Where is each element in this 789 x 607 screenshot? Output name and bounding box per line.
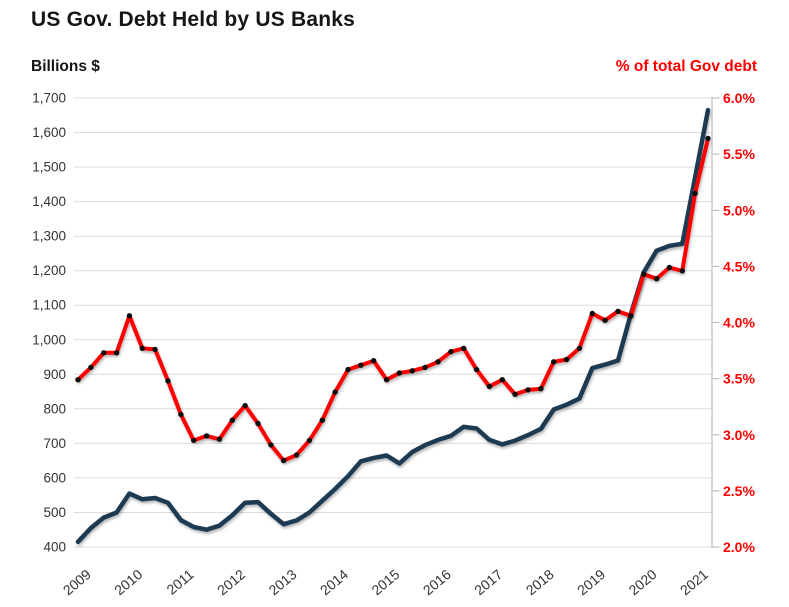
x-axis-year-label: 2011: [163, 566, 197, 598]
data-point-marker: [563, 356, 570, 363]
data-point-marker: [692, 190, 698, 197]
x-axis-year-label: 2012: [214, 566, 248, 598]
x-axis-year-label: 2009: [60, 566, 94, 598]
x-axis-year-label: 2010: [111, 566, 145, 598]
data-point-marker: [281, 457, 287, 464]
x-axis-year-label: 2020: [625, 566, 659, 598]
data-point-marker: [641, 271, 647, 277]
data-point-marker: [666, 264, 673, 271]
data-point-marker: [551, 359, 557, 365]
data-point-marker: [319, 417, 325, 423]
right-axis-tick-label: 3.0%: [723, 427, 755, 443]
data-point-marker: [242, 402, 248, 409]
right-axis-line: [711, 97, 720, 548]
data-point-marker: [358, 362, 364, 368]
right-axis-tick-label: 2.0%: [723, 539, 755, 555]
data-point-marker: [113, 350, 120, 356]
data-point-marker: [345, 366, 351, 373]
data-point-marker: [576, 345, 583, 351]
data-point-marker: [422, 364, 428, 371]
left-axis-tick-label: 1,300: [32, 229, 66, 244]
series-percent-of-debt-markers: [75, 135, 711, 464]
data-point-marker: [499, 377, 505, 383]
left-axis-tick-label: 400: [43, 540, 66, 555]
left-axis-tick-label: 1,400: [32, 194, 66, 209]
data-point-marker: [152, 346, 158, 353]
left-axis-tick-label: 1,000: [32, 332, 66, 347]
right-axis-tick-label: 5.0%: [723, 202, 755, 218]
left-axis-tick-label: 700: [43, 436, 66, 451]
data-point-marker: [306, 437, 313, 444]
left-axis-tick-label: 1,100: [32, 298, 66, 313]
chart-title: US Gov. Debt Held by US Banks: [31, 8, 355, 31]
data-point-marker: [628, 313, 634, 319]
data-point-marker: [191, 437, 197, 444]
data-point-marker: [473, 366, 480, 373]
gridlines: [74, 97, 712, 548]
data-point-marker: [126, 313, 133, 319]
left-axis-tick-label: 1,700: [32, 91, 66, 106]
right-axis-tick-label: 4.0%: [723, 315, 755, 331]
left-axis-tick-labels: 1,700 1,600 1,500 1,400 1,300 1,200 1,100 1,000…: [32, 91, 66, 555]
right-axis-tick-label: 5.5%: [723, 146, 755, 162]
x-axis-year-label: 2019: [574, 566, 608, 598]
data-point-marker: [679, 268, 685, 274]
data-point-marker: [101, 350, 107, 356]
x-axis-year-label: 2014: [317, 566, 351, 598]
x-axis-year-labels: 2009 2010 2011 2012 2013 2014 2015 2016 2017 2018…: [60, 566, 711, 598]
left-axis-tick-label: 1,200: [32, 263, 66, 278]
right-axis-tick-label: 2.5%: [723, 483, 755, 499]
data-point-marker: [512, 391, 518, 397]
data-point-marker: [203, 433, 210, 439]
data-point-marker: [461, 345, 467, 351]
data-point-marker: [293, 452, 300, 458]
left-axis-title: Billions $: [31, 58, 100, 75]
right-axis-tick-label: 4.5%: [723, 258, 755, 274]
data-point-marker: [383, 377, 390, 383]
data-point-marker: [435, 359, 441, 365]
data-point-marker: [178, 411, 184, 418]
data-point-marker: [589, 310, 595, 317]
x-axis-year-label: 2015: [368, 566, 402, 598]
data-point-marker: [371, 358, 377, 364]
data-point-marker: [332, 389, 338, 395]
x-axis-year-label: 2013: [265, 566, 299, 598]
data-point-marker: [165, 378, 171, 384]
data-point-marker: [396, 370, 403, 376]
series-bank-holdings-line: [75, 107, 711, 545]
x-axis-year-label: 2021: [677, 566, 711, 598]
data-point-marker: [538, 386, 544, 392]
data-point-marker: [139, 345, 145, 351]
left-axis-tick-label: 1,600: [32, 125, 66, 140]
x-axis-year-label: 2016: [420, 566, 454, 598]
x-axis-year-label: 2017: [471, 566, 505, 598]
data-point-marker: [268, 442, 274, 448]
data-point-marker: [409, 368, 415, 374]
data-point-marker: [486, 383, 493, 390]
data-point-marker: [525, 387, 531, 393]
x-axis-year-label: 2018: [523, 566, 557, 598]
data-point-marker: [653, 276, 660, 282]
right-axis-tick-labels: 6.0% 5.5% 5.0% 4.5% 4.0% 3.5% 3.0% 2.5% 2.0%: [723, 90, 755, 555]
left-axis-tick-label: 600: [43, 470, 66, 485]
right-axis-tick-label: 3.5%: [723, 371, 755, 387]
left-axis-tick-label: 800: [43, 401, 66, 416]
left-axis-tick-label: 500: [43, 505, 66, 520]
left-axis-tick-label: 1,500: [32, 160, 66, 175]
data-point-marker: [705, 135, 711, 142]
data-point-marker: [88, 364, 94, 371]
series-percent-of-debt-line: [76, 136, 710, 463]
data-point-marker: [229, 417, 235, 423]
data-point-marker: [216, 436, 223, 442]
data-point-marker: [615, 308, 621, 314]
data-point-marker: [602, 317, 608, 323]
right-axis-tick-label: 6.0%: [723, 90, 755, 106]
left-axis-tick-label: 900: [43, 367, 66, 382]
data-point-marker: [255, 420, 261, 427]
data-point-marker: [75, 377, 81, 383]
data-point-marker: [448, 349, 454, 355]
right-axis-title: % of total Gov debt: [615, 58, 757, 75]
